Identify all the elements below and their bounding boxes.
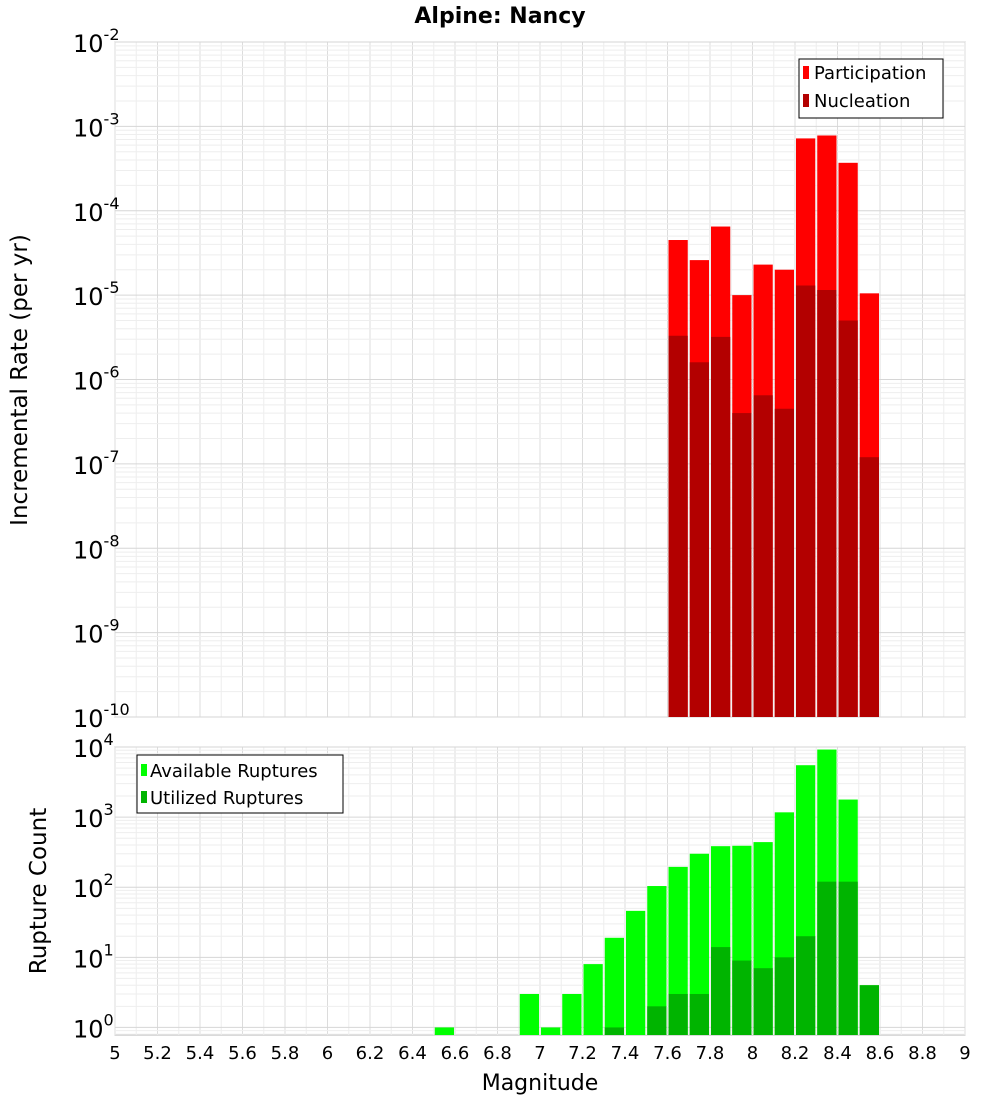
top-chart: 10-10 10-9 10-8 10-7 10-6 10-5 10-4 10-3 10-2 In…	[7, 25, 966, 733]
top-y-tick-labels: 10-10 10-9 10-8 10-7 10-6 10-5 10-4 10-3 10-2	[73, 25, 130, 733]
bar-available	[668, 866, 688, 1035]
y-tick-label: 10-10	[73, 700, 130, 733]
bar-available	[583, 964, 603, 1035]
bar-utilized	[647, 1006, 667, 1035]
y-tick-label: 101	[73, 940, 114, 973]
bar-available	[434, 1027, 454, 1035]
bar-nucleation	[753, 395, 773, 717]
legend-label-participation: Participation	[814, 63, 926, 84]
x-tick-label: 6	[322, 1043, 333, 1064]
x-tick-label: 5.6	[228, 1043, 257, 1064]
y-tick-label: 104	[73, 730, 114, 763]
bar-nucleation	[838, 320, 858, 717]
y-tick-label: 10-8	[73, 531, 120, 564]
x-tick-label: 6.8	[483, 1043, 512, 1064]
legend-swatch-available	[141, 764, 147, 776]
legend-label-nucleation: Nucleation	[814, 91, 910, 112]
y-tick-label: 10-3	[73, 109, 120, 142]
bar-nucleation	[689, 362, 709, 717]
bar-utilized	[668, 993, 688, 1035]
x-tick-label: 9	[959, 1043, 970, 1064]
x-tick-label: 8.4	[823, 1043, 852, 1064]
bar-available	[626, 910, 646, 1035]
bottom-legend[interactable]: Available Ruptures Utilized Ruptures	[136, 754, 344, 814]
bar-available	[519, 993, 539, 1035]
bar-nucleation	[668, 335, 688, 717]
bar-available	[541, 1027, 561, 1035]
top-y-axis-label: Incremental Rate (per yr)	[7, 234, 33, 526]
x-tick-label: 6.4	[398, 1043, 427, 1064]
y-tick-label: 103	[73, 800, 114, 833]
top-legend-box	[798, 58, 944, 119]
bar-utilized	[604, 1027, 624, 1035]
x-tick-label: 5.8	[271, 1043, 300, 1064]
bar-utilized	[753, 968, 773, 1035]
bar-nucleation	[817, 290, 837, 717]
top-bars	[668, 135, 879, 718]
bottom-bars	[434, 749, 879, 1035]
x-tick-label: 8	[747, 1043, 758, 1064]
chart-title: Alpine: Nancy	[414, 4, 585, 29]
bar-available	[647, 886, 667, 1035]
x-tick-label: 7	[534, 1043, 545, 1064]
legend-label-utilized: Utilized Ruptures	[150, 788, 303, 809]
bar-utilized	[774, 957, 794, 1035]
bottom-legend-box	[136, 754, 344, 814]
x-tick-label: 7.2	[568, 1043, 597, 1064]
y-tick-label: 102	[73, 870, 114, 903]
bar-nucleation	[732, 413, 752, 717]
y-tick-label: 10-9	[73, 616, 120, 649]
x-tick-label: 5.2	[143, 1043, 172, 1064]
bar-utilized	[711, 947, 731, 1035]
bar-nucleation	[796, 285, 816, 717]
x-tick-label: 6.6	[441, 1043, 470, 1064]
bar-available	[562, 993, 582, 1035]
bar-utilized	[689, 993, 709, 1035]
bar-nucleation	[859, 457, 879, 717]
bottom-y-axis-label: Rupture Count	[26, 808, 52, 974]
x-axis-label: Magnitude	[482, 1071, 599, 1096]
top-legend[interactable]: Participation Nucleation	[798, 58, 944, 119]
top-gridlines	[114, 41, 966, 718]
bar-available	[604, 937, 624, 1035]
legend-swatch-utilized	[141, 791, 147, 803]
legend-swatch-participation	[803, 66, 809, 79]
x-tick-label: 8.8	[908, 1043, 937, 1064]
bar-utilized	[817, 881, 837, 1035]
y-tick-label: 100	[73, 1010, 114, 1043]
x-tick-label: 5.4	[186, 1043, 215, 1064]
x-tick-label: 8.6	[866, 1043, 895, 1064]
y-tick-label: 10-5	[73, 278, 120, 311]
x-tick-labels: 5 5.2 5.4 5.6 5.8 6 6.2 6.4 6.6 6.8 7 7.2 7.4 7.6 7.8 8…	[109, 1043, 970, 1064]
y-tick-label: 10-4	[73, 194, 120, 227]
legend-swatch-nucleation	[803, 94, 809, 107]
y-tick-label: 10-2	[73, 25, 120, 58]
y-tick-label: 10-7	[73, 447, 120, 480]
x-tick-label: 7.8	[696, 1043, 725, 1064]
bar-utilized	[796, 936, 816, 1035]
bottom-chart: 100 101 102 103 104 5 5.2 5.4 5.6 5.8 6 6.2 6.4 6.6 6…	[26, 730, 971, 1096]
bar-utilized	[859, 985, 879, 1035]
x-tick-label: 6.2	[356, 1043, 385, 1064]
bar-utilized	[732, 960, 752, 1035]
legend-label-available: Available Ruptures	[150, 761, 318, 782]
x-tick-label: 7.6	[653, 1043, 682, 1064]
bar-nucleation	[711, 336, 731, 717]
y-tick-label: 10-6	[73, 363, 120, 396]
bar-available	[689, 853, 709, 1035]
bar-utilized	[838, 881, 858, 1035]
bar-nucleation	[774, 408, 794, 717]
x-tick-label: 5	[109, 1043, 120, 1064]
x-tick-label: 7.4	[611, 1043, 640, 1064]
bottom-y-tick-labels: 100 101 102 103 104	[73, 730, 114, 1043]
x-tick-label: 8.2	[781, 1043, 810, 1064]
